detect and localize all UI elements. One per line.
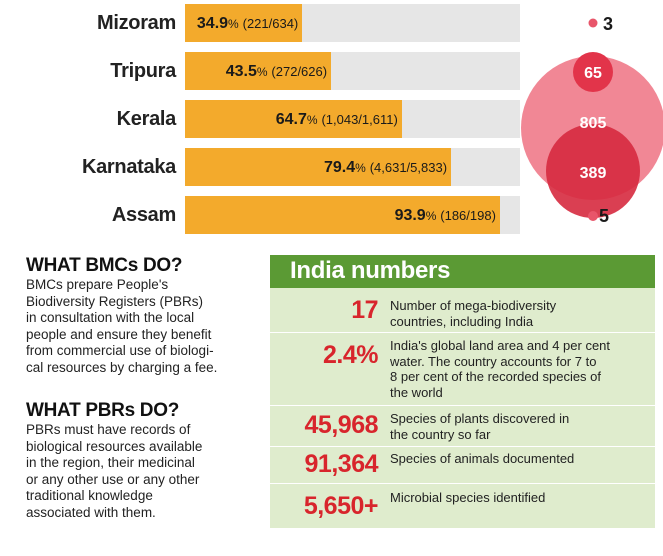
number-description: Number of mega-biodiversity countries, i… (390, 298, 645, 329)
text-line: 8 per cent of the recorded species of (390, 369, 602, 384)
bar (185, 100, 402, 138)
bubble-65 (573, 52, 613, 92)
percent-sign: % (228, 17, 239, 31)
text-line: the country so far (390, 426, 491, 442)
bar (185, 4, 302, 42)
state-label: Karnataka (81, 156, 176, 178)
bar-percent: 79.4 (323, 159, 356, 176)
number-description: India's global land area and 4 per cent … (390, 338, 645, 400)
bar-row-karnataka: Karnataka 79.4% (4,631/5,833) (0, 148, 520, 186)
text-line: associated with them. (26, 504, 156, 520)
text-line: Species of plants discovered in (390, 411, 570, 426)
bar-value: 64.7% (1,043/1,611) (276, 100, 398, 138)
bubble-label-65: 65 (584, 65, 602, 82)
bar-value: 43.5% (272/626) (226, 52, 327, 90)
text-line: Microbial species identified (390, 490, 546, 505)
bar-row-assam: Assam 93.9% (186/198) (0, 196, 520, 234)
state-label: Tripura (110, 60, 176, 82)
number-row: 91,364 Species of animals documented (270, 447, 655, 484)
number-row: 5,650+ Microbial species identified (270, 484, 655, 528)
bar (185, 52, 331, 90)
number-description: Species of plants discovered in the coun… (390, 411, 645, 442)
number-value: 45,968 (304, 411, 379, 439)
text-line: biological resources available (26, 438, 203, 454)
percent-sign: % (306, 113, 318, 127)
bar-row-kerala: Kerala 64.7% (1,043/1,611) (0, 100, 520, 138)
number-description: Microbial species identified (390, 490, 645, 506)
state-label: Mizoram (96, 12, 176, 34)
number-row: 45,968 Species of plants discovered in t… (270, 406, 655, 447)
number-value: 5,650+ (303, 492, 379, 520)
text-line: the world (390, 384, 443, 400)
bubble-label-805: 805 (580, 115, 607, 132)
bar-value: 93.9% (186/198) (395, 196, 496, 234)
bar-track: 79.4% (4,631/5,833) (185, 148, 520, 186)
text-line: people and ensure they benefit (26, 326, 212, 342)
bar-track: 93.9% (186/198) (185, 196, 520, 234)
text-line: traditional knowledge (26, 488, 153, 503)
bubble-label-5: 5 (599, 206, 609, 226)
bar-track: 34.9% (221/634) (185, 4, 520, 42)
state-label: Kerala (116, 108, 177, 130)
number-description: Species of animals documented (390, 451, 645, 467)
bubble-3 (588, 18, 598, 28)
bar-percent: 64.7 (275, 111, 307, 128)
text-line: India's global land area and 4 per cent (390, 338, 611, 353)
bubble-5 (588, 211, 598, 221)
text-line: BMCs prepare People's (26, 277, 169, 292)
bmc-description: BMCs prepare People's Biodiversity Regis… (26, 277, 258, 376)
text-line: or any other use or any other (26, 471, 200, 487)
bmc-heading: WHAT BMCs DO? (26, 255, 183, 276)
india-numbers-title: India numbers (290, 257, 451, 284)
bar-count: (186/198) (440, 208, 496, 223)
text-line: Number of mega-biodiversity (390, 298, 557, 313)
bar-percent: 43.5 (225, 63, 257, 80)
bubble-chart: 3 65 805 389 5 (521, 14, 663, 226)
pbr-heading: WHAT PBRs DO? (26, 400, 180, 421)
pbr-description: PBRs must have records of biological res… (26, 422, 258, 521)
number-row: 2.4% India's global land area and 4 per … (270, 333, 655, 406)
bubble-label-3: 3 (603, 14, 613, 34)
bar-row-mizoram: Mizoram 34.9% (221/634) (0, 4, 520, 42)
text-line: PBRs must have records of (26, 422, 191, 437)
text-line: water. The country accounts for 7 to (390, 353, 597, 369)
bar (185, 196, 500, 234)
india-numbers-title-bar: India numbers (270, 255, 655, 288)
bar-count: (272/626) (271, 64, 328, 79)
number-value: 2.4% (323, 341, 378, 369)
india-numbers-box: India numbers 17 Number of mega-biodiver… (270, 255, 655, 528)
number-row: 17 Number of mega-biodiversity countries… (270, 292, 655, 333)
bar-track: 64.7% (1,043/1,611) (185, 100, 520, 138)
text-line: Species of animals documented (390, 451, 575, 466)
text-line: cal resources by charging a fee. (26, 359, 218, 375)
state-label: Assam (111, 204, 176, 226)
bar-percent: 34.9 (196, 15, 229, 32)
bubble-389 (546, 124, 640, 218)
bar-count: (221/634) (242, 16, 299, 31)
text-line: from commercial use of biologi- (26, 343, 214, 358)
bar-percent: 93.9 (394, 207, 426, 224)
bar (185, 148, 451, 186)
percent-sign: % (256, 65, 268, 79)
number-value: 17 (351, 296, 378, 324)
bar-count: (1,043/1,611) (321, 112, 398, 127)
number-value: 91,364 (304, 450, 379, 478)
text-line: countries, including India (390, 313, 534, 329)
percent-sign: % (355, 161, 366, 175)
bubble-label-389: 389 (580, 165, 607, 182)
text-line: in the region, their medicinal (26, 455, 195, 470)
text-line: in consultation with the local (26, 310, 195, 325)
bar-value: 34.9% (221/634) (197, 4, 298, 42)
bar-row-tripura: Tripura 43.5% (272/626) (0, 52, 520, 90)
text-line: Biodiversity Registers (PBRs) (26, 293, 204, 309)
bar-track: 43.5% (272/626) (185, 52, 520, 90)
percent-sign: % (425, 209, 437, 223)
bar-count: (4,631/5,833) (369, 160, 448, 175)
bar-value: 79.4% (4,631/5,833) (324, 148, 447, 186)
